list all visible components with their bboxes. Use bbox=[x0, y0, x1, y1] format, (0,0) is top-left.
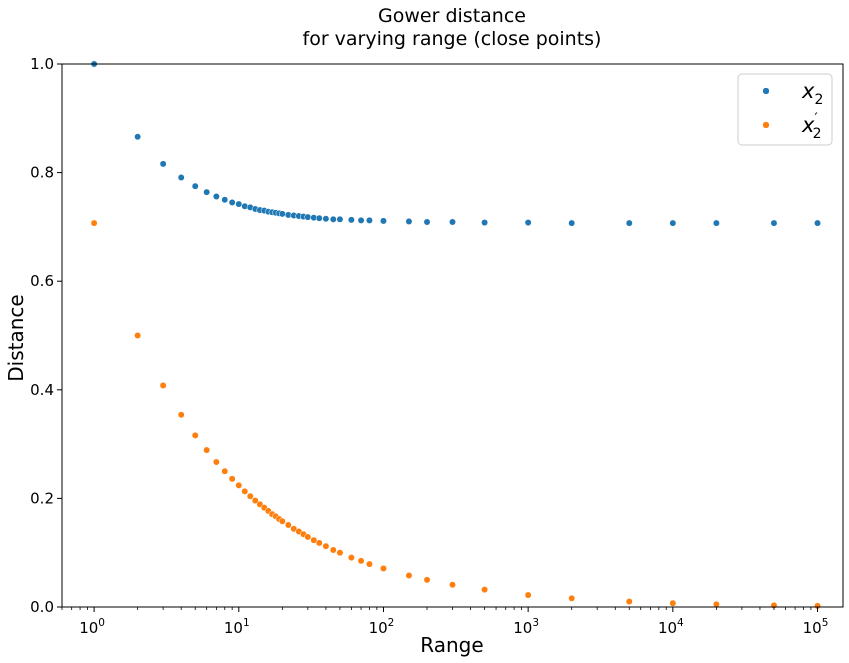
data-point bbox=[134, 332, 142, 339]
data-point bbox=[90, 219, 98, 227]
data-point bbox=[449, 581, 456, 589]
x-tick-label: 103 bbox=[513, 617, 539, 637]
data-point bbox=[304, 213, 312, 221]
data-point bbox=[336, 549, 344, 557]
axes: 0.0 0.2 0.4 0.6 0.8 1.0 100 101 102 103 104 105 bbox=[30, 55, 844, 637]
legend-label: x2 bbox=[801, 79, 823, 108]
data-point bbox=[329, 546, 337, 554]
data-point bbox=[524, 219, 532, 227]
data-point bbox=[241, 487, 249, 495]
legend-label: x′ 2 bbox=[801, 111, 822, 142]
data-point bbox=[159, 160, 167, 168]
data-point bbox=[329, 215, 337, 223]
y-tick-label: 0.2 bbox=[30, 489, 54, 507]
plot-area bbox=[90, 60, 821, 610]
y-tick-label: 1.0 bbox=[30, 55, 54, 73]
x-axis-label: Range bbox=[420, 633, 483, 657]
data-point bbox=[481, 586, 489, 594]
x-tick-label: 104 bbox=[658, 617, 684, 637]
data-point bbox=[625, 219, 633, 227]
y-tick-label: 0.6 bbox=[30, 272, 54, 290]
data-point bbox=[177, 411, 185, 419]
data-point bbox=[669, 599, 677, 607]
data-point bbox=[235, 200, 243, 208]
data-point bbox=[423, 218, 431, 226]
y-axis-label: Distance bbox=[4, 294, 28, 381]
data-point bbox=[405, 218, 413, 225]
y-tick-label: 0.0 bbox=[30, 598, 54, 616]
data-point bbox=[336, 215, 344, 223]
data-point bbox=[235, 481, 243, 489]
data-point bbox=[221, 196, 229, 204]
data-point bbox=[310, 536, 318, 544]
data-point bbox=[191, 431, 199, 439]
data-point bbox=[366, 216, 373, 224]
data-point bbox=[228, 199, 236, 206]
x-tick-label: 101 bbox=[224, 617, 250, 637]
data-point bbox=[770, 219, 778, 227]
x-tick-label: 105 bbox=[803, 617, 829, 637]
data-point bbox=[322, 542, 330, 550]
data-point bbox=[568, 219, 576, 227]
data-point bbox=[177, 174, 185, 181]
legend: x2x′ 2 bbox=[737, 73, 833, 146]
data-point bbox=[380, 565, 387, 572]
x-tick-label: 102 bbox=[369, 617, 395, 637]
data-point bbox=[251, 497, 259, 505]
data-point bbox=[228, 475, 236, 483]
data-point bbox=[366, 560, 373, 568]
data-point bbox=[481, 219, 489, 227]
data-point bbox=[712, 219, 720, 227]
data-point bbox=[315, 214, 323, 222]
x-tick-label: 100 bbox=[79, 617, 105, 637]
chart-title-line2: for varying range (close points) bbox=[303, 28, 602, 50]
data-point bbox=[568, 594, 576, 602]
data-point bbox=[357, 557, 365, 565]
data-point bbox=[159, 382, 167, 389]
y-tick-label: 0.4 bbox=[30, 381, 54, 399]
data-point bbox=[203, 446, 211, 454]
data-point bbox=[212, 458, 220, 466]
data-point bbox=[322, 215, 330, 223]
data-point bbox=[380, 217, 387, 225]
legend-marker bbox=[762, 87, 770, 95]
data-point bbox=[212, 193, 220, 200]
data-point bbox=[284, 521, 292, 529]
plot-frame bbox=[61, 63, 844, 608]
data-point bbox=[449, 218, 456, 226]
y-tick-label: 0.8 bbox=[30, 164, 54, 182]
data-point bbox=[347, 554, 355, 562]
data-point bbox=[191, 182, 199, 190]
data-point bbox=[347, 216, 355, 224]
data-point bbox=[246, 492, 254, 500]
data-point bbox=[278, 517, 286, 525]
data-point bbox=[134, 133, 142, 141]
legend-marker bbox=[762, 121, 770, 129]
data-point bbox=[357, 216, 365, 224]
data-point bbox=[423, 576, 431, 584]
data-point bbox=[315, 539, 323, 547]
legend-box bbox=[737, 73, 833, 146]
data-point bbox=[669, 219, 677, 227]
data-point bbox=[405, 572, 413, 579]
data-point bbox=[304, 533, 312, 541]
data-point bbox=[814, 219, 821, 227]
data-point bbox=[221, 467, 229, 475]
data-point bbox=[278, 210, 286, 218]
data-point bbox=[625, 598, 633, 606]
data-point bbox=[203, 188, 211, 196]
chart-title-line1: Gower distance bbox=[378, 5, 526, 27]
data-point bbox=[524, 591, 532, 599]
